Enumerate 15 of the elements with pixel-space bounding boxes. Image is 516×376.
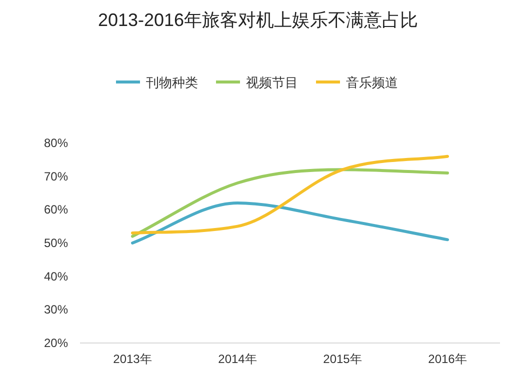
y-tick-label: 70%: [44, 169, 68, 184]
y-tick-label: 30%: [44, 302, 68, 317]
legend-label: 音乐频道: [346, 75, 398, 90]
y-tick-label: 50%: [44, 236, 68, 250]
x-tick-label: 2014年: [218, 352, 257, 366]
legend-label: 视频节目: [246, 75, 298, 90]
x-tick-label: 2015年: [323, 352, 362, 366]
x-tick-label: 2013年: [113, 352, 152, 366]
chart-title: 2013-2016年旅客对机上娱乐不满意占比: [98, 10, 418, 30]
x-tick-label: 2016年: [428, 352, 467, 366]
y-tick-label: 80%: [44, 136, 68, 150]
y-tick-label: 60%: [44, 202, 68, 217]
y-tick-label: 20%: [44, 336, 68, 350]
legend-label: 刊物种类: [146, 75, 198, 90]
y-tick-label: 40%: [44, 269, 68, 284]
